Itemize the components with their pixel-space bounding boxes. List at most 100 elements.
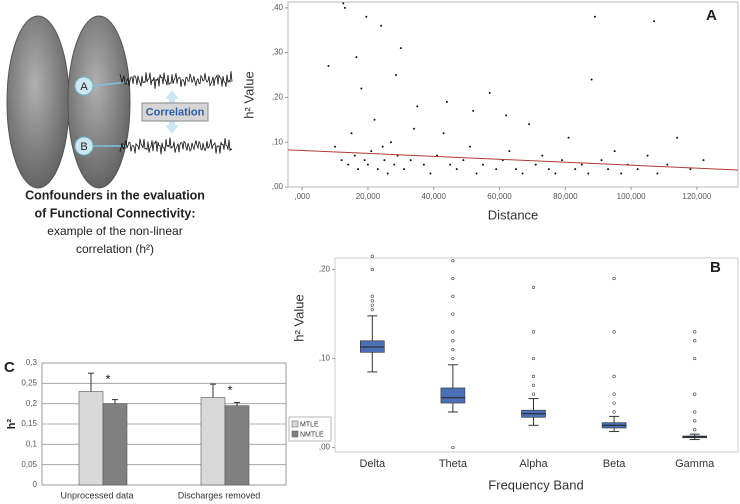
outlier (451, 348, 455, 352)
outlier (451, 276, 455, 281)
point (653, 20, 656, 23)
outlier (451, 294, 455, 298)
point (534, 163, 537, 166)
node-a (74, 76, 94, 96)
arrow-down (165, 121, 179, 134)
x-tick-label: 80,000 (553, 192, 578, 201)
point (656, 172, 659, 175)
x-tick-label: 100,000 (617, 192, 646, 201)
arrow-up (165, 90, 179, 103)
point (666, 163, 669, 166)
outlier (451, 445, 455, 450)
panel-label: C (4, 359, 15, 376)
panel-label: B (710, 259, 721, 276)
x-tick-label: 120,000 (682, 192, 711, 201)
point (472, 109, 475, 112)
point (574, 168, 577, 171)
outlier (612, 410, 616, 414)
outlier (531, 330, 536, 334)
point (370, 150, 373, 153)
y-tick-label: ,20 (319, 265, 331, 274)
point (636, 168, 639, 171)
point (607, 168, 610, 171)
y-tick-label: ,40 (272, 3, 284, 12)
outlier (531, 374, 536, 378)
x-tick-label: 20,000 (356, 192, 381, 201)
point (429, 172, 432, 175)
x-tick-label: Discharges removed (178, 490, 261, 500)
outlier (612, 276, 616, 281)
point (445, 100, 448, 103)
point (495, 168, 498, 171)
point (399, 47, 402, 50)
node-label: A (80, 81, 88, 93)
outlier (612, 401, 616, 405)
point (383, 159, 386, 162)
point (528, 123, 531, 126)
legend-swatch (291, 420, 299, 428)
outlier (531, 356, 536, 361)
bar (224, 405, 250, 486)
point (403, 168, 406, 171)
y-tick-label: 0,25 (21, 378, 37, 387)
point (357, 168, 360, 171)
y-tick-label: 0,05 (21, 460, 37, 469)
point (488, 91, 491, 94)
point (689, 168, 692, 171)
brain-diagram: A B Correlation (6, 15, 233, 189)
point (350, 132, 353, 135)
point (620, 172, 623, 175)
point (580, 163, 583, 166)
point (393, 163, 396, 166)
y-tick-label: 0,1 (26, 439, 38, 448)
point (505, 114, 508, 117)
x-tick-label: 60,000 (487, 192, 512, 201)
point (541, 154, 544, 157)
point (514, 168, 517, 171)
outlier (370, 303, 374, 307)
point (449, 163, 452, 166)
point (554, 172, 557, 175)
y-axis-label: h² Value (241, 71, 256, 118)
point (475, 172, 478, 175)
point (360, 87, 363, 90)
y-tick-label: 0,3 (26, 358, 38, 367)
point (365, 15, 368, 18)
y-axis-label: h² (6, 418, 18, 429)
outlier (370, 294, 374, 298)
point (442, 132, 445, 135)
outlier (451, 312, 455, 316)
y-tick-label: 0 (33, 480, 38, 489)
y-tick-label: ,00 (272, 182, 284, 191)
point (587, 172, 590, 175)
point (676, 136, 679, 139)
outlier (612, 330, 616, 334)
point (342, 2, 345, 5)
outlier (612, 374, 616, 378)
point (468, 145, 471, 148)
plot-frame (334, 257, 739, 453)
x-axis-label: Distance (488, 207, 539, 222)
outlier (370, 308, 374, 312)
right-hemisphere (67, 15, 131, 189)
point (600, 159, 603, 162)
y-tick-label: ,30 (272, 48, 284, 57)
outlier (451, 259, 455, 263)
x-tick-label: Alpha (519, 458, 548, 470)
outlier (370, 299, 374, 303)
legend-label: MTLE (300, 421, 319, 428)
caption: Confounders in the evaluation of Functio… (25, 188, 205, 256)
point (547, 168, 550, 171)
point (422, 163, 425, 166)
point (646, 154, 649, 157)
caption-body: correlation (h²) (76, 242, 154, 256)
y-tick-label: 0,15 (21, 419, 37, 428)
caption-title: Confounders in the evaluation (25, 188, 205, 202)
x-tick-label: 40,000 (421, 192, 446, 201)
legend-label: NMTLE (300, 431, 324, 438)
point (567, 136, 570, 139)
point (482, 163, 485, 166)
x-tick-label: Unprocessed data (60, 490, 133, 500)
outlier (531, 392, 536, 396)
bar (78, 391, 104, 486)
